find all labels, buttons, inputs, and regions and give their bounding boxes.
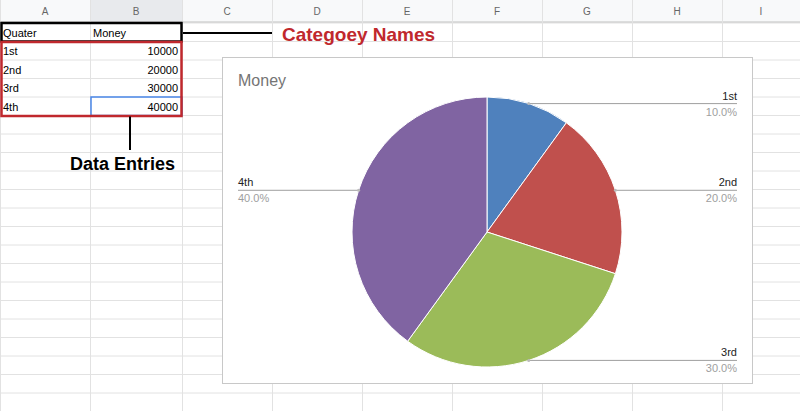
column-header-bar [0, 0, 800, 22]
cell-text[interactable]: 30000 [147, 82, 178, 94]
leader-line [529, 360, 737, 361]
slices [352, 97, 622, 367]
pointer-line [129, 117, 131, 151]
column-header[interactable]: E [404, 6, 411, 17]
annotation-label: Data Entries [70, 154, 175, 174]
cell-text[interactable]: 1st [3, 45, 18, 57]
cell-text[interactable]: 10000 [147, 45, 178, 57]
column-header[interactable]: F [494, 6, 500, 17]
cell-selection [91, 97, 182, 116]
leader-line [615, 190, 737, 191]
value-label: 30.0% [706, 362, 737, 374]
leader-dot [527, 102, 530, 105]
cell-text[interactable]: 2nd [3, 64, 21, 76]
column-header[interactable]: D [313, 6, 320, 17]
chart: Money 1st 10.0% 2nd 20.0% 3rd 30.0% 4th 40.0% [223, 58, 753, 384]
data-highlight [2, 42, 182, 116]
value-label: 40.0% [238, 192, 269, 204]
column-header[interactable]: C [223, 6, 230, 17]
row-line [0, 393, 800, 394]
column-header[interactable]: B [133, 6, 140, 17]
pointer-line [183, 32, 272, 34]
column-header[interactable]: A [42, 6, 49, 17]
selected-column-header [90, 0, 182, 22]
leader-line [238, 190, 359, 191]
leader-dot [357, 189, 360, 192]
category-label: 2nd [719, 176, 737, 188]
annotation-label: Categoey Names [282, 24, 435, 45]
leader-line [529, 103, 737, 104]
sheet-grid: A B C D E F G H I Quater Money 1st 10000 2nd 20000 3rd 3… [0, 0, 800, 411]
cell-text[interactable]: 3rd [3, 82, 19, 94]
column-header[interactable]: I [760, 6, 763, 17]
slice-labels: 1st 10.0% 2nd 20.0% 3rd 30.0% 4th 40.0% [238, 90, 737, 375]
header-highlight [2, 23, 182, 42]
category-label: 3rd [721, 346, 737, 358]
value-label: 20.0% [706, 192, 737, 204]
column-header[interactable]: G [583, 6, 591, 17]
column-header[interactable]: H [673, 6, 680, 17]
leader-dot [527, 359, 530, 362]
cell-text[interactable]: 4th [3, 101, 18, 113]
leader-dot [614, 189, 617, 192]
category-label: 1st [722, 90, 737, 102]
screenshot: A B C D E F G H I Quater Money 1st 10000 2nd 20000 3rd 3… [0, 0, 800, 411]
cell-text[interactable]: Money [93, 27, 127, 39]
chart-frame [223, 58, 753, 384]
chart-title: Money [238, 72, 286, 89]
cell-text[interactable]: 20000 [147, 64, 178, 76]
cell-text[interactable]: 40000 [147, 101, 178, 113]
cell-text[interactable]: Quater [3, 27, 37, 39]
column-line [90, 0, 91, 411]
value-label: 10.0% [706, 106, 737, 118]
pie-slice[interactable] [352, 97, 487, 341]
category-label: 4th [238, 176, 253, 188]
